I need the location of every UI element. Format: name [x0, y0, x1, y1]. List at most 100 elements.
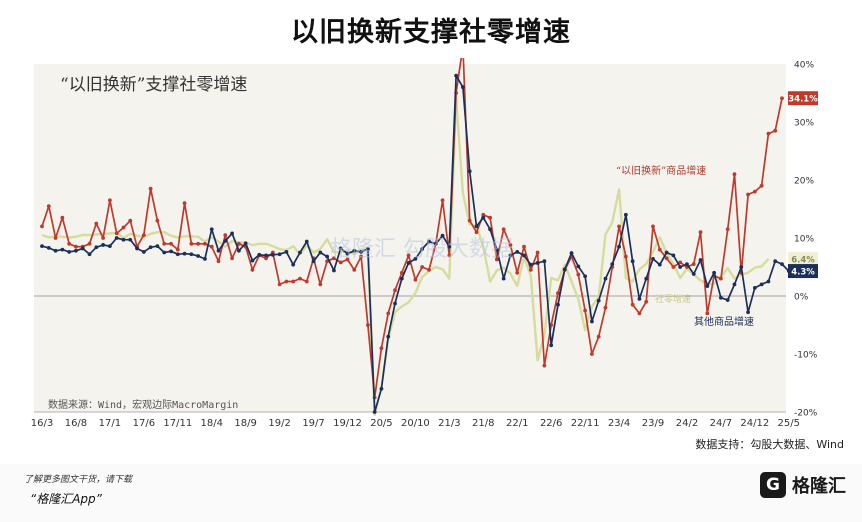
data-point — [623, 212, 628, 217]
data-point — [447, 244, 452, 249]
data-point — [338, 246, 343, 251]
data-point — [365, 247, 370, 251]
data-point — [535, 261, 540, 265]
end-value-label: 6.4% — [791, 255, 815, 265]
line-chart: 40% 30% 20% 10% 0% -10% -20% 16/3 16/8 17/1 17/6 17… — [31, 58, 818, 429]
data-point — [542, 259, 547, 264]
x-tick-label: 19/7 — [302, 418, 324, 429]
data-point — [135, 246, 139, 251]
data-point — [725, 298, 730, 302]
data-point — [399, 270, 404, 275]
data-point — [644, 299, 649, 304]
data-point — [67, 241, 72, 246]
data-point — [182, 251, 187, 256]
data-point — [332, 256, 336, 261]
data-point — [759, 282, 764, 287]
y-tick-label: 20% — [794, 177, 814, 187]
data-point — [556, 291, 560, 295]
data-point — [651, 224, 655, 229]
data-point — [121, 225, 126, 230]
data-point — [562, 267, 567, 272]
data-point — [698, 258, 703, 262]
data-point — [617, 224, 621, 229]
data-point — [664, 250, 669, 255]
footer: 了解更多图文干货，请下载 “格隆汇App” G 格隆汇 — [0, 464, 862, 522]
x-tick-label: 23/4 — [608, 418, 630, 429]
footer-download-hint: 了解更多图文干货，请下载 — [24, 475, 133, 485]
data-point — [107, 244, 112, 249]
data-point — [155, 244, 160, 249]
data-point — [406, 253, 411, 258]
data-point — [169, 249, 173, 254]
data-point — [508, 243, 513, 247]
data-point — [277, 252, 282, 257]
y-tick-label: 30% — [794, 119, 814, 129]
data-point — [494, 247, 499, 252]
data-point — [427, 239, 431, 244]
data-point — [148, 245, 153, 250]
data-point — [189, 241, 194, 246]
data-point — [386, 334, 391, 339]
data-point — [718, 295, 723, 300]
data-point — [325, 254, 330, 259]
data-point — [230, 256, 234, 261]
watermark: 格隆汇 勾股大数据 — [330, 237, 513, 262]
data-point — [114, 236, 119, 240]
x-tick-label: 20/10 — [401, 418, 430, 429]
data-point — [685, 262, 689, 266]
data-point — [522, 244, 526, 249]
x-tick-label: 24/2 — [676, 418, 698, 429]
data-point — [284, 250, 289, 254]
data-point — [74, 248, 78, 253]
end-value-badge — [788, 91, 818, 106]
data-point — [318, 282, 323, 287]
data-point — [752, 189, 757, 194]
y-tick-label: 40% — [794, 61, 814, 71]
data-point — [630, 302, 635, 307]
x-tick-label: 16/8 — [65, 418, 87, 429]
data-point — [236, 241, 241, 246]
x-tick-label: 22/1 — [506, 418, 528, 429]
end-value-label: 4.3% — [791, 268, 815, 278]
data-point — [203, 256, 207, 261]
data-point — [610, 262, 615, 266]
data-point — [678, 265, 683, 269]
data-point — [53, 236, 58, 240]
data-point — [671, 265, 676, 269]
data-point — [298, 276, 302, 281]
data-point — [447, 253, 452, 258]
data-point — [440, 198, 445, 203]
data-point — [46, 245, 51, 250]
data-point — [766, 131, 771, 136]
data-point — [474, 224, 479, 229]
data-point — [196, 241, 201, 246]
chart-title: “以旧换新”支撑社零增速 — [60, 75, 247, 95]
source-note: 数据来源：Wind，宏观边际MacroMargin — [48, 398, 238, 411]
data-point — [203, 241, 207, 246]
data-point — [664, 256, 669, 261]
data-point — [345, 251, 350, 256]
data-point — [270, 252, 275, 257]
series-annotation: “以旧换新”商品增速 — [616, 164, 706, 177]
data-point — [542, 363, 547, 368]
x-tick-label: 16/3 — [31, 418, 53, 429]
x-tick-label: 24/7 — [710, 418, 732, 429]
data-point — [216, 248, 221, 253]
data-point — [590, 352, 594, 356]
data-point — [433, 241, 438, 246]
data-point — [413, 277, 418, 282]
x-tick-label: 25/5 — [778, 418, 800, 429]
y-tick-label: -20% — [794, 409, 818, 419]
data-point — [705, 311, 710, 316]
x-tick-label: 21/3 — [438, 418, 460, 429]
data-point — [304, 279, 309, 284]
end-value-badge — [788, 251, 818, 266]
data-point — [236, 248, 241, 253]
data-point — [488, 215, 492, 220]
data-point — [60, 247, 65, 252]
data-point — [60, 215, 65, 220]
data-point — [101, 243, 106, 247]
x-tick-label: 20/5 — [370, 418, 392, 429]
data-point — [40, 244, 44, 249]
data-point — [718, 276, 723, 281]
